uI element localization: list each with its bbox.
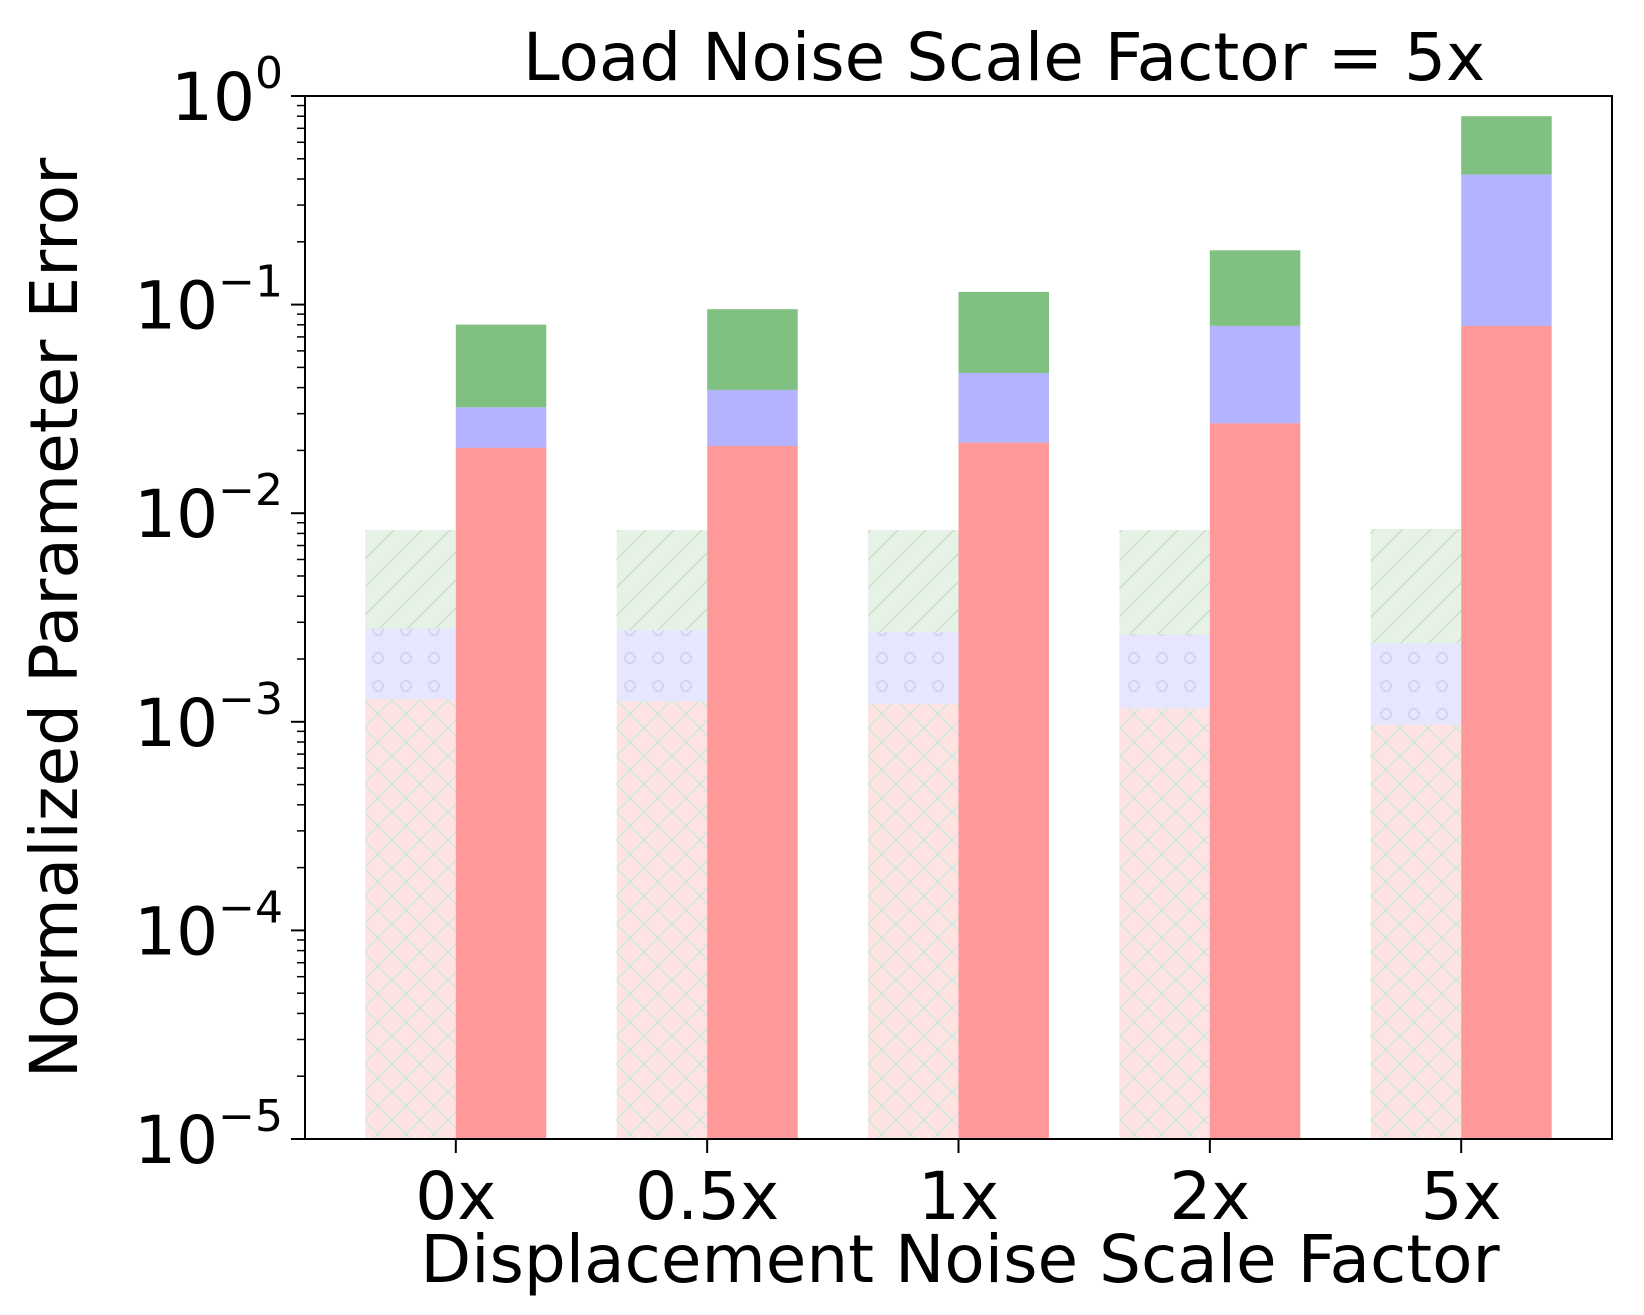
y-tick-label: 10−3 [134,674,283,762]
bar-est-middle-0x [455,407,547,448]
bar-est-lower-1x [958,442,1049,1140]
x-tick-label: 0.5x [635,1158,779,1235]
bar-hatch-ref-upper-0.5x [616,530,708,631]
bar-est-lower-0.5x [707,446,798,1139]
y-tick-label: 10−2 [134,465,283,553]
bar-est-upper-2x [1209,250,1301,326]
bar-hatch-ref-upper-0x [365,530,456,629]
bar-est-lower-5x [1461,326,1552,1139]
bar-hatch-ref-middle-2x [1119,634,1210,709]
bar-est-lower-2x [1209,423,1301,1139]
y-tick-exponent: −3 [218,674,283,725]
chart-title: Load Noise Scale Factor = 5x [523,19,1485,96]
bar-est-upper-0.5x [707,309,798,390]
y-tick-label: 100 [171,48,283,136]
bar-est-upper-1x [958,291,1049,373]
y-tick-label: 10−1 [134,257,283,345]
y-tick-base: 10 [134,685,218,762]
bar-hatch-ref-lower-5x [1370,724,1462,1139]
y-tick-label: 10−4 [134,882,283,970]
y-tick-exponent: −5 [218,1091,283,1142]
y-tick-exponent: −4 [218,882,283,933]
bar-est-upper-0x [455,324,547,408]
bar-est-middle-0.5x [707,389,798,446]
bars-layer [365,116,1552,1140]
x-tick-label: 0x [415,1158,496,1235]
bar-hatch-ref-middle-1x [868,631,959,704]
bar-est-middle-5x [1461,174,1552,326]
bar-hatch-ref-lower-2x [1119,708,1210,1139]
bar-hatch-ref-lower-0x [365,699,456,1139]
y-tick-exponent: 0 [255,48,283,99]
bar-hatch-ref-upper-1x [868,530,959,632]
bar-hatch-ref-upper-2x [1119,530,1210,635]
x-tick-label: 5x [1421,1158,1502,1235]
x-tick-label: 1x [918,1158,999,1235]
bar-hatch-ref-lower-1x [868,703,959,1139]
y-tick-base: 10 [134,268,218,345]
bar-hatch-ref-upper-5x [1370,529,1462,644]
y-tick-label: 10−5 [134,1091,283,1179]
y-tick-exponent: −1 [218,257,283,308]
y-tick-exponent: −2 [218,465,283,516]
bar-hatch-ref-middle-0.5x [616,630,708,702]
bar-hatch-ref-middle-5x [1370,643,1462,725]
y-tick-base: 10 [171,59,255,136]
y-axis-label: Normalized Parameter Error [16,157,93,1078]
y-tick-base: 10 [134,1102,218,1179]
bar-est-middle-2x [1209,326,1301,424]
bar-hatch-ref-lower-0.5x [616,701,708,1139]
bar-est-lower-0x [455,447,547,1139]
bar-est-middle-1x [958,373,1049,443]
x-tick-label: 2x [1169,1158,1250,1235]
bar-hatch-ref-middle-0x [365,628,456,700]
x-axis-label: Displacement Noise Scale Factor [420,1221,1500,1298]
bar-est-upper-5x [1461,116,1552,175]
x-axis: 0x 0.5x 1x 2x 5x [415,1139,1502,1235]
y-tick-base: 10 [134,476,218,553]
y-tick-base: 10 [134,893,218,970]
